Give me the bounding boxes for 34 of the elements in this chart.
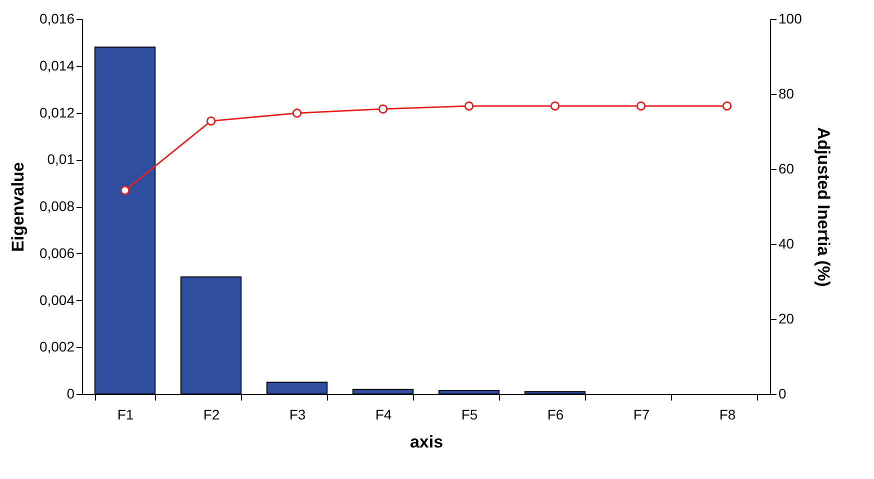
point	[292, 108, 302, 118]
x-tick-label: F1	[117, 406, 134, 422]
y2-axis-title: Adjusted Inertia (%)	[814, 127, 833, 287]
y-tick-label: 0,012	[39, 104, 75, 120]
x-tick-label: F8	[719, 406, 736, 422]
point	[722, 101, 732, 111]
y-tick-label: 0,006	[39, 244, 75, 261]
x-tick-label: F2	[203, 406, 220, 422]
y2-tick-label: 100	[778, 10, 802, 26]
y2-tick-label: 0	[778, 386, 786, 402]
x-tick-label: F6	[547, 406, 564, 422]
y-tick-label: 0,008	[39, 198, 75, 214]
point	[636, 101, 646, 111]
y-axis-title: Eigenvalue	[8, 162, 28, 252]
point	[206, 116, 216, 126]
y-tick-label: 0,014	[39, 57, 75, 74]
point	[550, 101, 560, 111]
y2-tick-label: 20	[778, 310, 794, 326]
x-tick-label: F4	[375, 406, 392, 422]
point	[464, 101, 474, 111]
y-tick-label: 0,016	[39, 10, 75, 26]
x-tick-label: F3	[289, 406, 306, 422]
y-tick-label: 0,002	[39, 338, 75, 355]
point	[378, 104, 388, 114]
y2-tick-label: 60	[778, 160, 794, 176]
x-tick-label: F5	[461, 406, 478, 422]
y-tick-label: 0	[66, 386, 75, 402]
point	[120, 186, 130, 195]
y-tick-label: 0,01	[47, 151, 75, 168]
y-tick-label: 0,004	[39, 292, 75, 308]
x-axis-title: axis	[410, 432, 444, 452]
y2-tick-label: 40	[778, 236, 794, 252]
x-tick-label: F7	[633, 406, 650, 422]
y2-tick-label: 80	[778, 86, 794, 102]
